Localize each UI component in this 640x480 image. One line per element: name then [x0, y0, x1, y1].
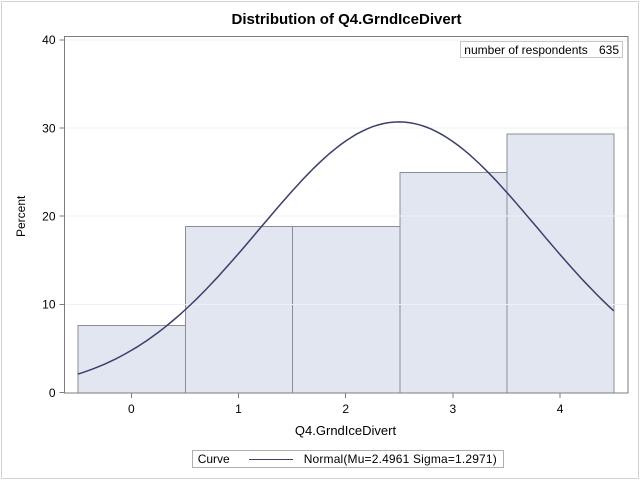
svg-text:2: 2: [342, 402, 349, 416]
svg-text:1: 1: [235, 402, 242, 416]
svg-text:0: 0: [128, 402, 135, 416]
svg-text:4: 4: [557, 402, 564, 416]
svg-text:30: 30: [42, 121, 56, 135]
svg-text:0: 0: [49, 386, 56, 400]
svg-text:3: 3: [450, 402, 457, 416]
svg-text:40: 40: [42, 33, 56, 47]
svg-text:20: 20: [42, 210, 56, 224]
svg-text:10: 10: [42, 298, 56, 312]
